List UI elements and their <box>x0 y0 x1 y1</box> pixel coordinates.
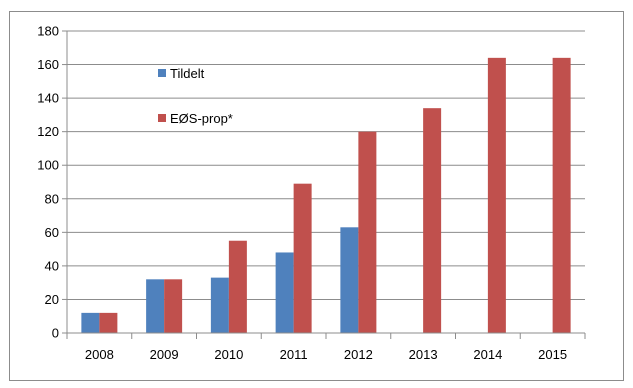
y-tick-label: 160 <box>37 57 59 72</box>
bar-tildelt <box>340 227 359 333</box>
x-tick-label: 2014 <box>473 347 502 362</box>
legend-label-tildelt: Tildelt <box>170 66 205 81</box>
bar-tildelt <box>275 252 294 333</box>
y-tick-labels: 0 20 40 60 80 100 120 140 160 180 <box>37 24 59 341</box>
bar-eos-prop <box>358 131 377 333</box>
x-tick-label: 2013 <box>409 347 438 362</box>
bar-eos-prop <box>293 183 312 333</box>
y-tick-label: 0 <box>52 326 59 341</box>
bar-eos-prop <box>228 240 247 333</box>
bar-tildelt <box>81 312 100 333</box>
x-tick-label: 2011 <box>280 347 308 362</box>
gridlines <box>67 30 585 300</box>
y-tick-label: 60 <box>45 225 59 240</box>
bars <box>81 57 571 333</box>
legend: Tildelt EØS-prop* <box>158 66 233 126</box>
bar-eos-prop <box>552 57 571 333</box>
x-tick-label: 2012 <box>344 347 373 362</box>
bar-eos-prop <box>99 312 118 333</box>
x-tick-labels: 2008 2009 2010 2011 2012 2013 2014 2015 <box>85 347 567 362</box>
y-tick-label: 180 <box>37 24 59 39</box>
legend-swatch-tildelt <box>158 69 166 77</box>
y-tick-label: 120 <box>37 124 59 139</box>
bar-tildelt <box>210 277 229 333</box>
y-tick-label: 100 <box>37 158 59 173</box>
legend-label-eos-prop: EØS-prop* <box>170 111 233 126</box>
bar-eos-prop <box>164 279 183 333</box>
axes <box>62 30 586 339</box>
y-tick-label: 80 <box>45 191 59 206</box>
bar-eos-prop <box>423 108 442 333</box>
y-tick-label: 20 <box>45 292 59 307</box>
x-tick-label: 2010 <box>214 347 243 362</box>
y-tick-label: 40 <box>45 258 59 273</box>
y-tick-label: 140 <box>37 91 59 106</box>
bar-tildelt <box>146 279 165 333</box>
legend-swatch-eos-prop <box>158 114 166 122</box>
x-tick-label: 2008 <box>85 347 114 362</box>
x-tick-label: 2009 <box>150 347 179 362</box>
x-tick-label: 2015 <box>538 347 567 362</box>
bar-eos-prop <box>487 57 506 333</box>
